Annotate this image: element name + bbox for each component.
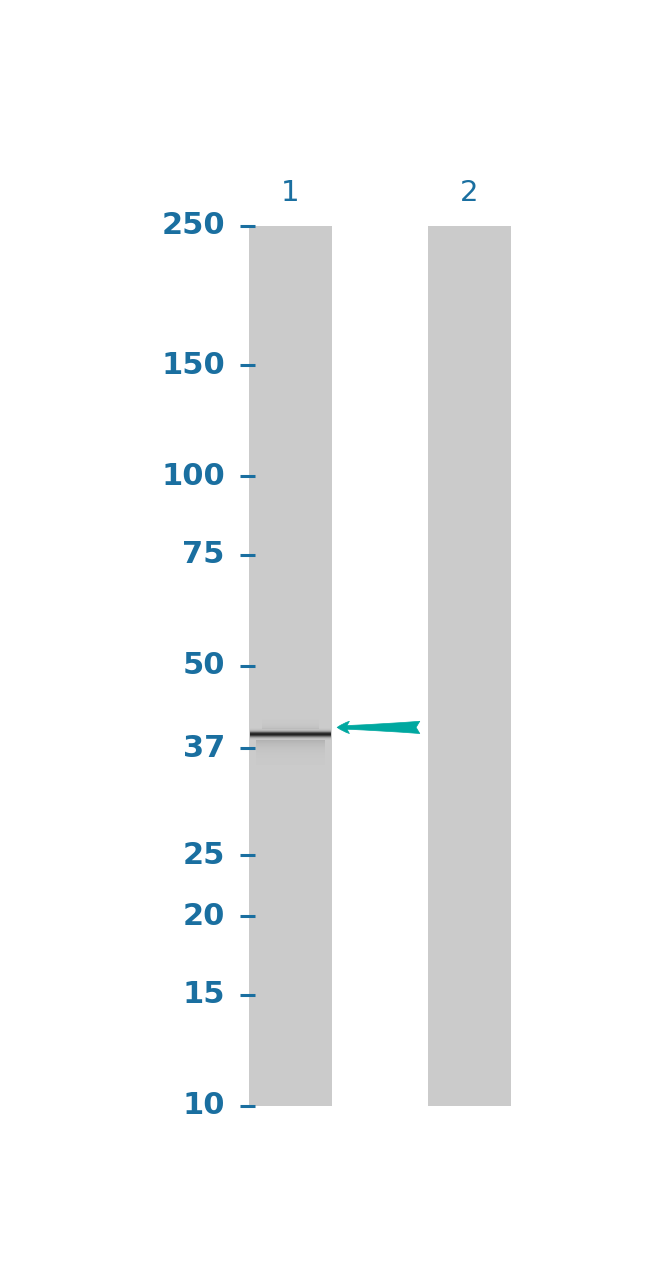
Bar bbox=[428, 226, 511, 1106]
Text: 10: 10 bbox=[182, 1091, 225, 1120]
Text: 37: 37 bbox=[183, 734, 225, 762]
Text: 25: 25 bbox=[183, 841, 225, 870]
Text: 150: 150 bbox=[161, 351, 225, 380]
Text: 50: 50 bbox=[182, 652, 225, 681]
Text: 75: 75 bbox=[183, 541, 225, 569]
Text: 15: 15 bbox=[182, 980, 225, 1010]
Text: 100: 100 bbox=[161, 462, 225, 490]
Text: 2: 2 bbox=[460, 179, 478, 207]
Text: 1: 1 bbox=[281, 179, 300, 207]
Bar bbox=[249, 226, 332, 1106]
Text: 250: 250 bbox=[161, 211, 225, 240]
Text: 20: 20 bbox=[183, 902, 225, 931]
